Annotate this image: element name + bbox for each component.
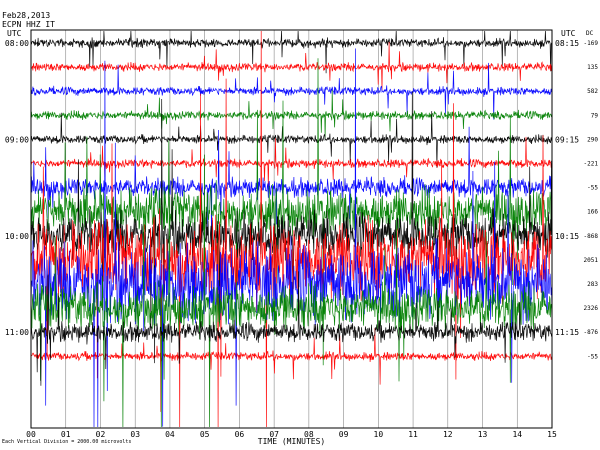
left-timezone-label: UTC	[7, 29, 22, 38]
station-label: ECPN HHZ IT	[2, 20, 55, 29]
dc-offset-label: -169	[584, 40, 599, 47]
x-axis-label: TIME (MINUTES)	[258, 437, 325, 446]
trace-12	[30, 154, 553, 428]
dc-offset-label: 2326	[584, 305, 599, 312]
trace-13	[30, 271, 553, 386]
dc-offset-label: -55	[587, 185, 598, 192]
chart-labels: 00 01 02 03 04 05 06 07 08 09 10 11 12 13 14 15 TIME (MI…	[5, 39, 598, 446]
left-time-label: 11:00	[5, 328, 29, 337]
trace-3	[30, 62, 553, 120]
dc-offset-label: 290	[587, 136, 598, 143]
dc-offset-label: -55	[587, 353, 598, 360]
trace-1	[30, 30, 553, 74]
left-time-label: 08:00	[5, 39, 29, 48]
trace-2	[30, 41, 553, 91]
x-tick-label-14: 14	[512, 430, 522, 439]
trace-14	[30, 327, 553, 385]
dc-offset-label: -868	[584, 233, 599, 240]
division-note: Each Vertical Division = 2000.00 microvo…	[2, 439, 132, 445]
x-tick-label-05: 05	[200, 430, 210, 439]
date-label: Feb28,2013	[2, 11, 51, 20]
dc-offset-label: 582	[587, 88, 598, 95]
right-time-label: 11:15	[555, 328, 579, 337]
trace-10	[30, 30, 553, 428]
x-tick-label-11: 11	[408, 430, 418, 439]
trace-4	[30, 90, 553, 139]
x-tick-label-15: 15	[547, 430, 557, 439]
x-tick-label-03: 03	[130, 430, 140, 439]
x-tick-label-02: 02	[96, 430, 106, 439]
dc-offset-label: 166	[587, 209, 598, 216]
dc-offset-label: 2051	[584, 257, 599, 264]
right-time-label: 10:15	[555, 232, 579, 241]
dc-offset-label: -876	[584, 329, 599, 336]
left-time-label: 10:00	[5, 232, 29, 241]
x-tick-label-04: 04	[165, 430, 175, 439]
x-tick-label-06: 06	[235, 430, 245, 439]
x-tick-label-09: 09	[339, 430, 349, 439]
dc-offset-label: 135	[587, 64, 598, 71]
chart-frame	[30, 29, 553, 429]
plot-border	[30, 29, 553, 429]
trace-6	[30, 136, 553, 187]
dc-offset-label: -221	[584, 161, 599, 168]
x-tick-label-01: 01	[61, 430, 71, 439]
x-tick-label-00: 00	[26, 430, 36, 439]
right-timezone-label: UTC	[561, 29, 576, 38]
dc-offset-label: 283	[587, 281, 598, 288]
x-tick-label-07: 07	[269, 430, 279, 439]
trace-5	[30, 111, 553, 168]
x-tick-label-10: 10	[374, 430, 384, 439]
trace-7	[30, 126, 553, 242]
chart-traces	[30, 30, 553, 428]
right-time-label: 09:15	[555, 135, 579, 144]
dc-offset-label: 79	[591, 112, 599, 119]
x-tick-label-12: 12	[443, 430, 453, 439]
x-tick-label-08: 08	[304, 430, 314, 439]
trace-8	[30, 58, 553, 366]
dc-header-label: DC	[586, 30, 594, 37]
left-time-label: 09:00	[5, 135, 29, 144]
x-tick-label-13: 13	[478, 430, 488, 439]
trace-9	[30, 91, 553, 364]
right-time-label: 08:15	[555, 39, 579, 48]
